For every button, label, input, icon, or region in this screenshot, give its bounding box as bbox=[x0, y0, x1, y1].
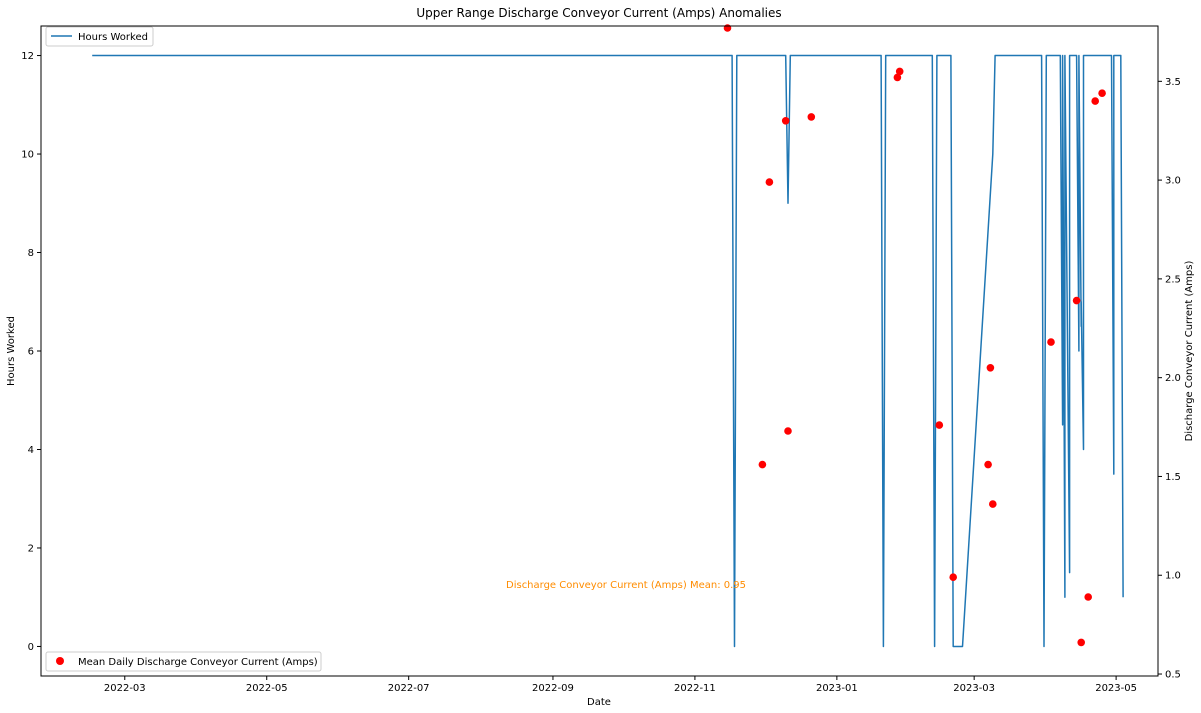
current-point-0 bbox=[723, 24, 732, 32]
right-tick-label-3: 2.0 bbox=[1165, 373, 1181, 384]
x-axis-label: Date bbox=[587, 697, 611, 708]
legend-bottom-box bbox=[45, 651, 322, 672]
current-point-1 bbox=[758, 460, 767, 469]
left-tick-label-5: 10 bbox=[21, 150, 34, 161]
current-point-14 bbox=[1072, 296, 1081, 305]
right-tick-label-1: 1.0 bbox=[1165, 571, 1181, 582]
left-tick-label-6: 12 bbox=[21, 51, 34, 62]
current-point-10 bbox=[984, 460, 992, 469]
legend-top: Hours Worked bbox=[45, 26, 154, 47]
current-point-7 bbox=[895, 67, 904, 76]
legend-bottom-label: Mean Daily Discharge Conveyor Current (A… bbox=[78, 657, 318, 668]
x-tick-label-7: 2023-05 bbox=[1095, 683, 1137, 694]
x-tick-label-2: 2022-07 bbox=[388, 683, 430, 694]
current-point-12 bbox=[989, 500, 997, 508]
x-tick-label-6: 2023-03 bbox=[953, 683, 995, 694]
current-point-17 bbox=[1091, 97, 1099, 105]
current-point-16 bbox=[1084, 593, 1092, 601]
current-point-11 bbox=[986, 364, 995, 372]
chart-title: Upper Range Discharge Conveyor Current (… bbox=[416, 6, 781, 20]
plot-area bbox=[92, 24, 1124, 648]
current-point-2 bbox=[765, 178, 774, 186]
current-point-9 bbox=[949, 573, 957, 581]
legend-marker-swatch bbox=[56, 657, 64, 665]
left-y-axis: 0 2 4 6 8 10 12 bbox=[21, 51, 41, 653]
hours-worked-line bbox=[92, 54, 1124, 648]
left-tick-label-0: 0 bbox=[28, 642, 34, 653]
current-point-3 bbox=[781, 117, 790, 125]
right-tick-label-0: 0.5 bbox=[1165, 670, 1181, 681]
current-point-5 bbox=[807, 113, 816, 121]
x-tick-label-1: 2022-05 bbox=[246, 683, 288, 694]
x-tick-label-5: 2023-01 bbox=[816, 683, 858, 694]
legend-bottom: Mean Daily Discharge Conveyor Current (A… bbox=[45, 651, 322, 672]
left-y-axis-label: Hours Worked bbox=[6, 316, 17, 386]
mean-annotation: Discharge Conveyor Current (Amps) Mean: … bbox=[506, 580, 746, 591]
right-y-axis-label: Discharge Conveyor Current (Amps) bbox=[1184, 261, 1195, 442]
current-point-6 bbox=[893, 73, 902, 82]
right-tick-label-2: 1.5 bbox=[1165, 472, 1181, 483]
left-tick-label-3: 6 bbox=[28, 347, 34, 358]
current-point-13 bbox=[1047, 338, 1055, 346]
x-axis: 2022-03 2022-05 2022-07 2022-09 2022-11 2023-… bbox=[104, 676, 1137, 694]
left-tick-label-1: 2 bbox=[28, 543, 34, 554]
x-tick-label-4: 2022-11 bbox=[674, 683, 716, 694]
legend-top-label: Hours Worked bbox=[78, 32, 148, 43]
current-point-18 bbox=[1098, 89, 1106, 97]
right-tick-label-4: 2.5 bbox=[1165, 274, 1181, 285]
right-tick-label-6: 3.5 bbox=[1165, 77, 1181, 88]
right-tick-label-5: 3.0 bbox=[1165, 176, 1181, 187]
x-tick-label-0: 2022-03 bbox=[104, 683, 146, 694]
current-point-4 bbox=[784, 427, 792, 435]
legend-top-box bbox=[45, 26, 154, 47]
right-y-axis: 0.5 1.0 1.5 2.0 2.5 3.0 3.5 bbox=[1158, 77, 1181, 681]
left-tick-label-4: 8 bbox=[28, 248, 34, 259]
left-tick-label-2: 4 bbox=[28, 445, 34, 456]
x-tick-label-3: 2022-09 bbox=[532, 683, 574, 694]
current-point-8 bbox=[935, 421, 944, 429]
current-point-15 bbox=[1077, 638, 1085, 647]
